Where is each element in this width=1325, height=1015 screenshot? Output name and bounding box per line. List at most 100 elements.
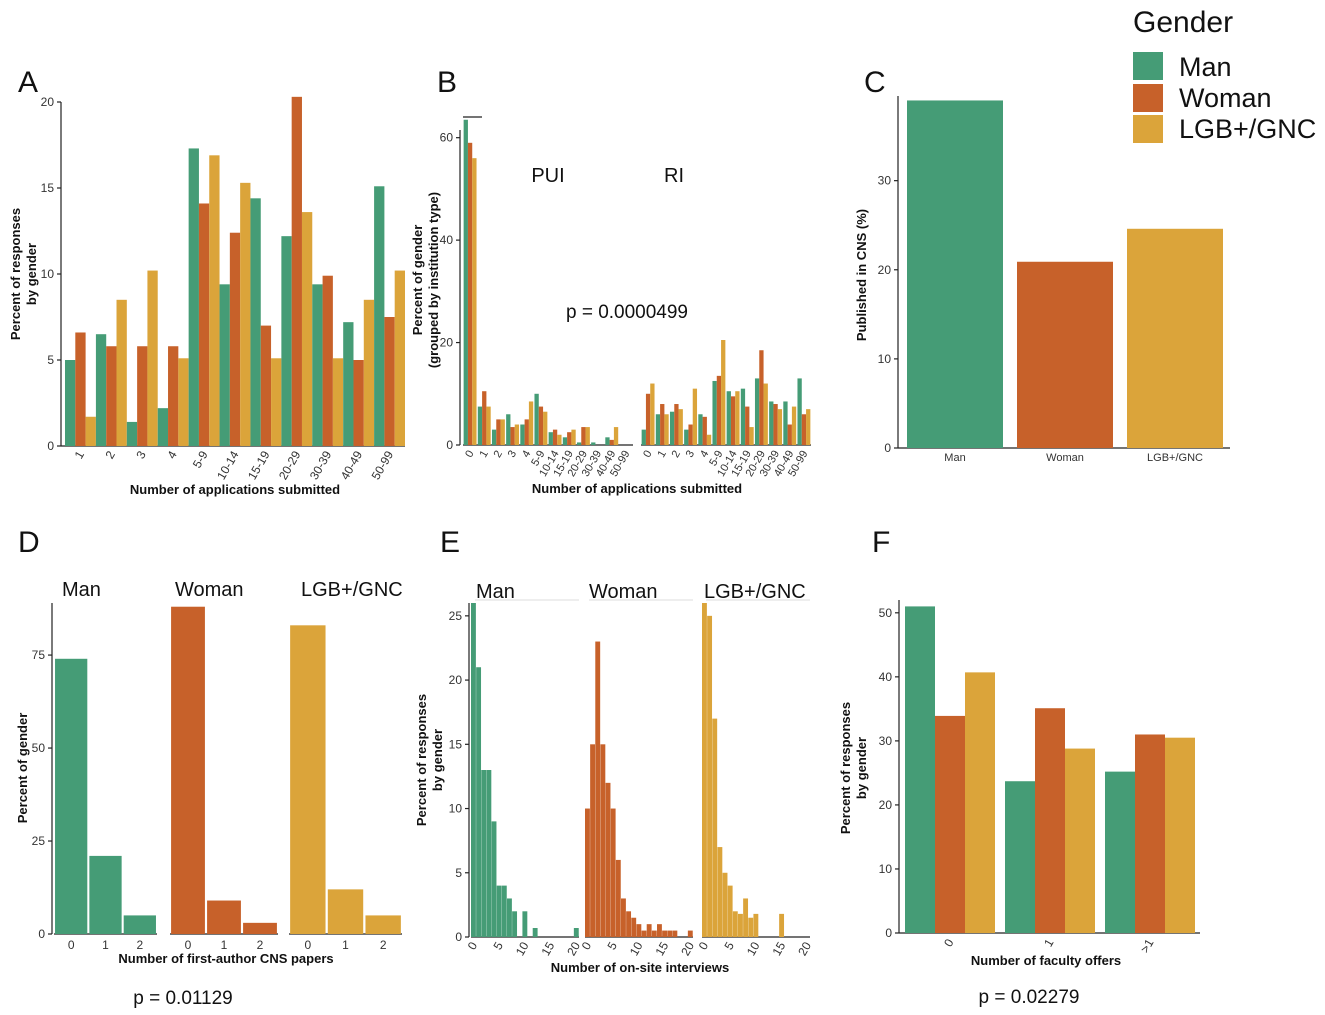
panel-e-x-tick-label: 10 [513, 939, 532, 958]
panel-e-bar-man [491, 821, 497, 937]
panel-c-bar-lgb [1127, 228, 1223, 448]
panel-a-bar-lgb [271, 358, 282, 446]
panel-e-bar-woman [646, 924, 652, 937]
panel-e-facet-title-man: Man [476, 581, 515, 603]
panel-e-bar-woman [631, 917, 637, 937]
panel-a-bar-woman [353, 360, 364, 446]
panel-a-bar-lgb [240, 182, 251, 446]
panel-f-bar-man [1105, 771, 1135, 933]
panel-e-bar-lgb [712, 718, 718, 937]
panel-e-bar-man [471, 603, 476, 937]
panel-b-bar-woman [496, 419, 501, 445]
panel-b-bar-lgb [735, 391, 740, 445]
panel-e-x-tick-label: 20 [795, 939, 814, 958]
panel-d-y-axis-title: Percent of gender [15, 713, 30, 824]
panel-b-bar-woman [674, 404, 679, 445]
panel-b-bar-lgb [806, 409, 811, 445]
panel-a-x-tick-label: 1 [72, 448, 88, 461]
panel-a-y-axis-title: by gender [24, 243, 39, 305]
panel-d-bar-lgb [365, 915, 401, 934]
panel-b-bar-woman [773, 404, 778, 445]
panel-f-y-tick-label: 50 [879, 606, 893, 620]
legend-label-woman: Woman [1179, 83, 1272, 113]
panel-e-x-tick-label: 15 [770, 939, 789, 958]
panel-e-bar-woman [687, 930, 693, 937]
panel-b-bar-woman [745, 406, 750, 445]
panel-b-y-tick-label: 0 [446, 438, 453, 452]
panel-a-bar-man [126, 421, 138, 446]
panel-e-bar-man [573, 928, 579, 937]
panel-b-bar-man [477, 406, 483, 445]
panel-d-facet-title-man: Man [62, 579, 101, 601]
panel-b-bar-lgb [528, 401, 534, 445]
panel-d-bar-man [55, 658, 88, 934]
panel-b-bar-man [655, 414, 661, 445]
panel-c-chart: 0 10 20 30 Published in CNS (%) Man Woman LGB+/… [854, 96, 1230, 464]
legend-title: Gender [1133, 6, 1233, 39]
panel-b-bar-lgb [514, 424, 520, 445]
panel-b-bar-lgb [678, 409, 683, 445]
panel-e-bar-woman [595, 641, 601, 937]
panel-d-bar-man [89, 855, 122, 934]
panel-a-x-tick-label: 2 [102, 448, 118, 461]
panel-d-x-tick-label: 2 [380, 938, 387, 952]
panel-b-group-ri: RI [664, 165, 684, 187]
panel-b-x-tick-label: 1 [477, 449, 490, 460]
panel-e-bar-woman [600, 744, 606, 937]
panel-e-bar-lgb [732, 911, 738, 937]
panel-a-bar-man [219, 284, 230, 446]
panel-a-bar-man [250, 198, 261, 446]
panel-a-x-tick-label: 15-19 [245, 448, 273, 482]
panel-b-x-tick-label: 0 [641, 449, 654, 460]
panel-d-pvalue: p = 0.01129 [133, 988, 233, 1009]
panel-d-xlabel: Number of first-author CNS papers [118, 951, 333, 966]
panel-c-y-tick-label: 0 [884, 441, 891, 455]
panel-b-bar-man [491, 429, 497, 445]
panel-b-bar-lgb [557, 434, 562, 445]
panel-b-bar-lgb [500, 419, 505, 445]
panel-a-bar-lgb [394, 270, 405, 446]
panel-b-bar-woman [801, 414, 807, 445]
panel-c-x-tick-label: Man [944, 452, 965, 464]
panel-b-bar-woman [510, 427, 515, 445]
panel-a-bar-woman [291, 96, 302, 446]
panel-b-bar-woman [538, 406, 544, 445]
panel-a-bar-man [343, 322, 354, 446]
panel-b-bar-woman [660, 404, 665, 445]
panel-f-xlabel: Number of faculty offers [971, 953, 1121, 968]
panel-a-bar-woman [260, 325, 272, 446]
panel-a-x-tick-label: 20-29 [276, 448, 304, 482]
panel-a-bar-lgb [147, 270, 158, 446]
panel-b-bar-man [576, 442, 582, 445]
panel-a-x-tick-label: 40-49 [338, 448, 366, 482]
panel-a-y-tick-label: 15 [41, 181, 55, 195]
panel-e-bar-lgb [707, 615, 713, 937]
panel-f-bar-lgb [1065, 748, 1095, 933]
panel-c-y-tick-label: 30 [878, 174, 892, 188]
panel-a-bar-woman [322, 275, 333, 446]
panel-a-bar-woman [384, 317, 395, 446]
panel-e-bar-lgb [748, 917, 754, 937]
panel-b-x-tick-label: 1 [655, 449, 668, 460]
panel-a-bar-lgb [178, 358, 189, 446]
panel-b-bar-woman [552, 429, 558, 445]
panel-b-bar-man [754, 378, 760, 445]
panel-f-bar-lgb [1165, 737, 1195, 933]
panel-e-bar-woman [590, 744, 596, 937]
panel-b-x-tick-label: 2 [492, 449, 505, 460]
panel-b-bar-lgb [472, 158, 477, 446]
panel-b-bar-man [712, 380, 717, 445]
panel-a-bar-man [157, 408, 169, 446]
panel-a-bar-man [95, 334, 107, 446]
panel-b-bar-lgb [585, 427, 590, 445]
panel-e-bar-man [532, 928, 538, 937]
panel-a-x-tick-label: 30-39 [307, 448, 335, 482]
panel-letter-b: B [437, 66, 457, 99]
panel-a-y-tick-label: 20 [41, 95, 55, 109]
panel-d-bar-lgb [327, 889, 364, 934]
panel-a-bar-woman [229, 232, 241, 446]
panel-f-bar-woman [935, 715, 965, 933]
panel-f-y-axis-title: by gender [854, 737, 869, 799]
panel-e-bar-woman [605, 782, 611, 937]
